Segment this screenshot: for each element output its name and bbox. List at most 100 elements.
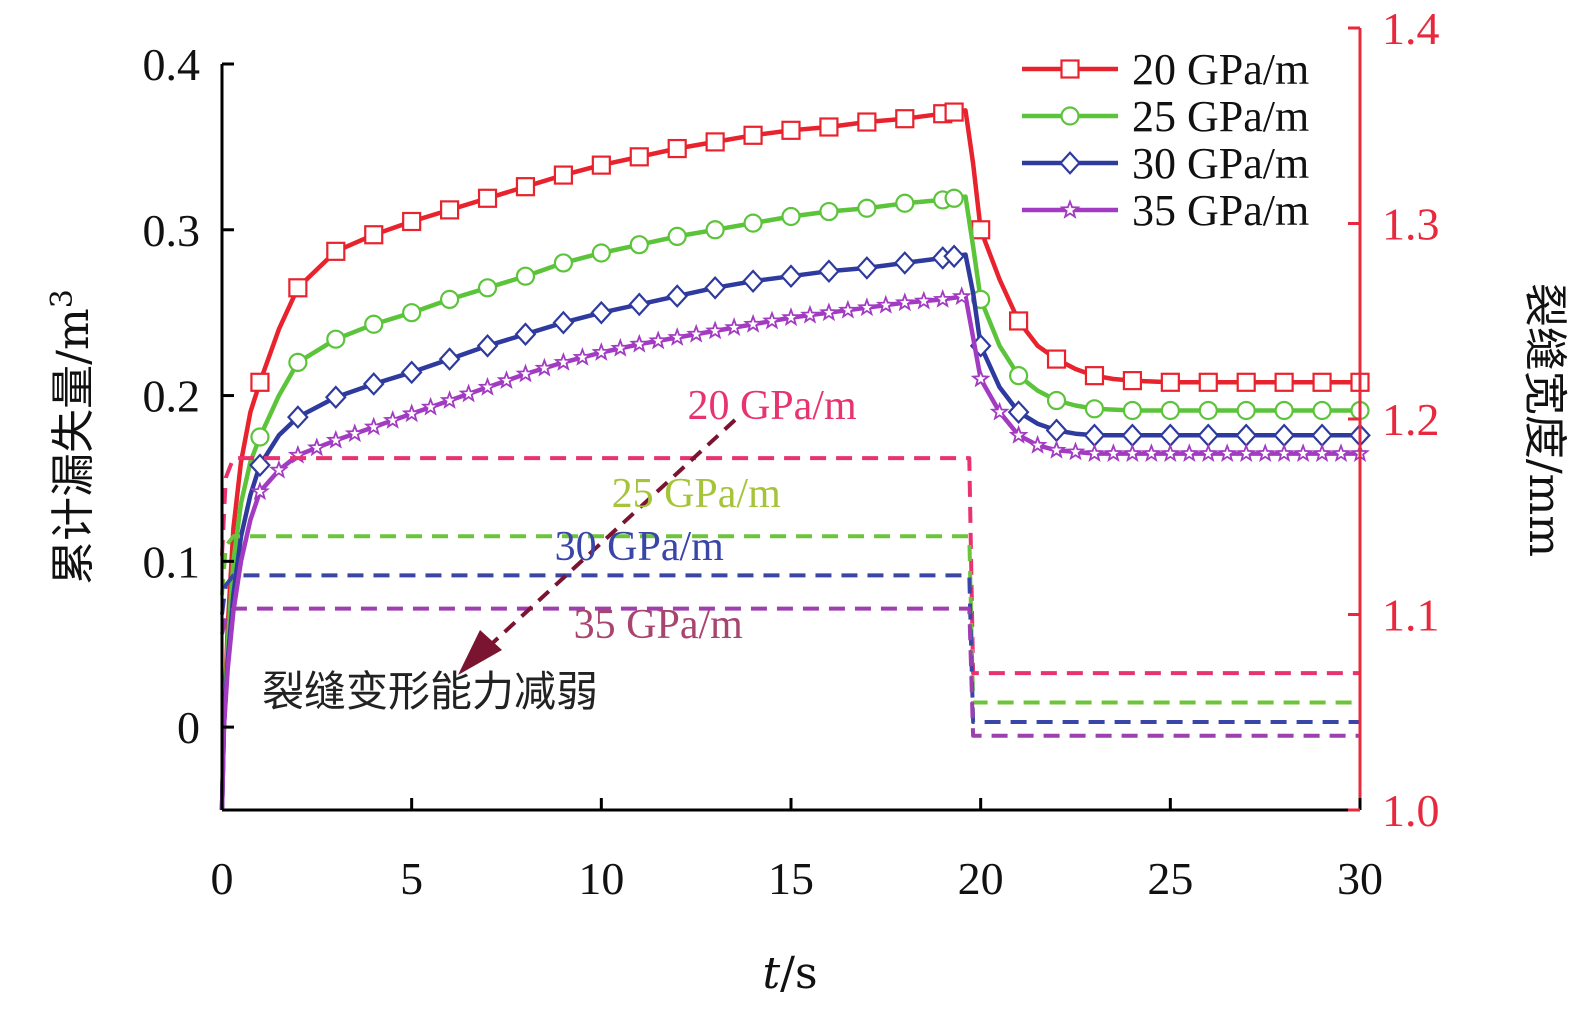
series-1-marker-2	[326, 329, 346, 349]
series-3-marker-32	[856, 297, 877, 317]
x-tick-label-5: 25	[1147, 853, 1193, 904]
annotation-arrowhead	[458, 630, 502, 675]
series-2-marker-21	[1007, 400, 1030, 424]
series-0-marker-3	[364, 225, 384, 245]
series-2-marker-6	[476, 333, 499, 358]
legend-label-2: 30 GPa/m	[1132, 139, 1309, 188]
series-2-marker-0	[249, 453, 271, 478]
series-0-marker-26	[1198, 372, 1218, 392]
series-0-marker-15	[819, 117, 839, 137]
series-0-marker-12	[705, 132, 725, 152]
series-3-marker-25	[724, 317, 744, 337]
series-line-2	[219, 252, 1360, 811]
series-2-marker-19	[943, 244, 965, 269]
series-3-marker-13	[496, 370, 517, 389]
series-3-marker-48	[1160, 443, 1181, 463]
series-0-marker-14	[781, 120, 801, 140]
y2-tick-label-3: 1.3	[1382, 199, 1440, 250]
series-3-marker-55	[1293, 443, 1313, 463]
left-y-axis-title-sup: 3	[45, 289, 80, 308]
series-1-leakage	[219, 188, 1370, 811]
series-2-marker-10	[628, 292, 651, 317]
series-3-marker-29	[800, 304, 820, 324]
series-1-marker-13	[743, 213, 763, 233]
legend-marker-1	[1060, 106, 1080, 126]
series-2-marker-25	[1159, 423, 1182, 448]
y2-tick-label-2: 1.2	[1382, 394, 1440, 445]
series-3-marker-39	[989, 401, 1010, 421]
series-1-marker-11	[667, 226, 687, 247]
series-1-marker-24	[1122, 400, 1143, 421]
y-tick-label-3: 0.3	[143, 205, 201, 256]
series-1-marker-12	[705, 220, 725, 240]
series-0-marker-8	[553, 165, 574, 185]
series-0-marker-11	[667, 138, 687, 159]
left-y-axis-title: 累计漏失量/m3	[45, 289, 99, 585]
series-0-marker-6	[477, 188, 498, 208]
series-1-marker-26	[1198, 400, 1218, 421]
series-1-marker-3	[364, 314, 384, 334]
series-0-leakage	[219, 102, 1370, 811]
series-0-marker-25	[1160, 372, 1180, 392]
series-3-marker-24	[705, 320, 726, 340]
series-1-marker-0	[250, 427, 270, 447]
series-3-marker-26	[743, 313, 763, 333]
series-7-width	[220, 606, 1360, 738]
series-3-marker-45	[1103, 443, 1124, 463]
series-2-marker-16	[856, 256, 878, 280]
series-2-marker-8	[552, 310, 575, 335]
series-2-marker-5	[438, 347, 461, 371]
series-2-marker-13	[742, 269, 764, 293]
series-group	[219, 102, 1371, 811]
series-0-marker-1	[288, 278, 308, 298]
series-3-marker-19	[610, 337, 631, 357]
series-2-marker-23	[1083, 423, 1106, 448]
series-3-marker-53	[1255, 443, 1276, 463]
series-2-marker-2	[324, 385, 347, 410]
series-1-marker-23	[1084, 399, 1105, 419]
series-1-marker-7	[515, 266, 536, 286]
series-0-marker-23	[1084, 366, 1105, 386]
legend-marker-0	[1060, 59, 1080, 79]
series-1-marker-29	[1312, 400, 1332, 421]
series-3-marker-11	[458, 383, 479, 403]
series-2-marker-26	[1197, 423, 1220, 448]
series-line-7	[220, 606, 1360, 738]
y-tick-label-1: 0.1	[143, 536, 201, 587]
width-label-2: 30 GPa/m	[555, 524, 725, 570]
x-tick-label-4: 20	[958, 853, 1004, 904]
series-3-marker-33	[875, 294, 896, 314]
series-3-marker-46	[1122, 443, 1143, 463]
series-3-marker-0	[250, 481, 270, 501]
series-3-marker-3	[306, 437, 327, 457]
series-3-marker-50	[1198, 443, 1219, 463]
series-3-marker-14	[515, 363, 536, 383]
series-1-marker-15	[819, 201, 839, 222]
y2-tick-label-4: 1.4	[1382, 3, 1440, 54]
series-3-marker-21	[648, 330, 669, 350]
series-3-leakage	[219, 286, 1370, 811]
series-1-marker-14	[781, 206, 801, 227]
series-3-marker-30	[819, 302, 839, 322]
series-3-marker-38	[970, 368, 991, 388]
series-2-marker-7	[514, 322, 537, 347]
axis-titles: t/s 累计漏失量/m3 裂缝宽度/mm	[45, 283, 1570, 999]
series-0-marker-0	[250, 372, 270, 392]
annotations: 裂缝变形能力减弱 20 GPa/m 25 GPa/m 30 GPa/m 35 GPa/…	[262, 383, 857, 716]
series-3-marker-28	[781, 307, 801, 327]
series-line-3	[219, 293, 1360, 811]
x-tick-label-1: 5	[400, 853, 423, 904]
annotation-arrow-text: 裂缝变形能力减弱	[262, 667, 598, 716]
series-line-4	[220, 456, 1360, 676]
series-0-marker-19	[944, 102, 964, 122]
series-3-marker-40	[1008, 424, 1029, 444]
series-3-marker-57	[1331, 443, 1351, 463]
right-y-axis-title: 裂缝宽度/mm	[1519, 283, 1570, 557]
series-1-marker-9	[591, 243, 611, 263]
legend-marker-2	[1059, 151, 1081, 175]
series-3-marker-42	[1046, 439, 1067, 459]
x-axis-title: t/s	[762, 948, 817, 999]
series-1-marker-6	[477, 278, 498, 298]
x-tick-label-2: 10	[578, 853, 624, 904]
series-3-marker-10	[439, 390, 460, 409]
